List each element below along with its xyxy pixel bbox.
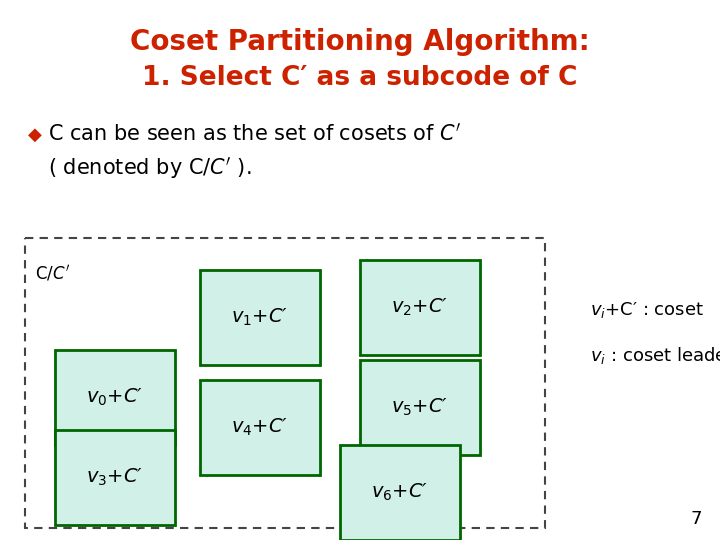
Bar — [360, 360, 480, 455]
Bar — [25, 238, 545, 528]
Bar — [340, 445, 460, 540]
Text: ◆: ◆ — [28, 126, 42, 144]
Text: $v_4$+C′: $v_4$+C′ — [231, 417, 289, 438]
Text: $v_5$+C′: $v_5$+C′ — [392, 397, 449, 418]
Text: $\mathit{v_i}$ : coset leader: $\mathit{v_i}$ : coset leader — [590, 345, 720, 366]
Text: C/$\mathit{C'}$: C/$\mathit{C'}$ — [35, 263, 70, 283]
Text: $v_1$+C′: $v_1$+C′ — [231, 307, 289, 328]
Bar — [200, 380, 320, 475]
Text: 7: 7 — [690, 510, 702, 528]
Text: $v_0$+C′: $v_0$+C′ — [86, 387, 143, 408]
Bar — [55, 350, 175, 445]
Bar — [55, 430, 175, 525]
Bar — [360, 260, 480, 355]
Text: C can be seen as the set of cosets of $\mathit{C'}$: C can be seen as the set of cosets of $\… — [48, 122, 462, 144]
Text: $v_2$+C′: $v_2$+C′ — [392, 297, 449, 318]
Bar — [200, 270, 320, 365]
Text: Coset Partitioning Algorithm:: Coset Partitioning Algorithm: — [130, 28, 590, 56]
Text: $v_6$+C′: $v_6$+C′ — [372, 482, 428, 503]
Text: $v_3$+C′: $v_3$+C′ — [86, 467, 143, 488]
Text: ( denoted by C/$\mathit{C'}$ ).: ( denoted by C/$\mathit{C'}$ ). — [48, 155, 251, 181]
Text: 1. Select C′ as a subcode of C: 1. Select C′ as a subcode of C — [143, 65, 577, 91]
Text: $\mathit{v_i}$+C′ : coset: $\mathit{v_i}$+C′ : coset — [590, 300, 704, 320]
